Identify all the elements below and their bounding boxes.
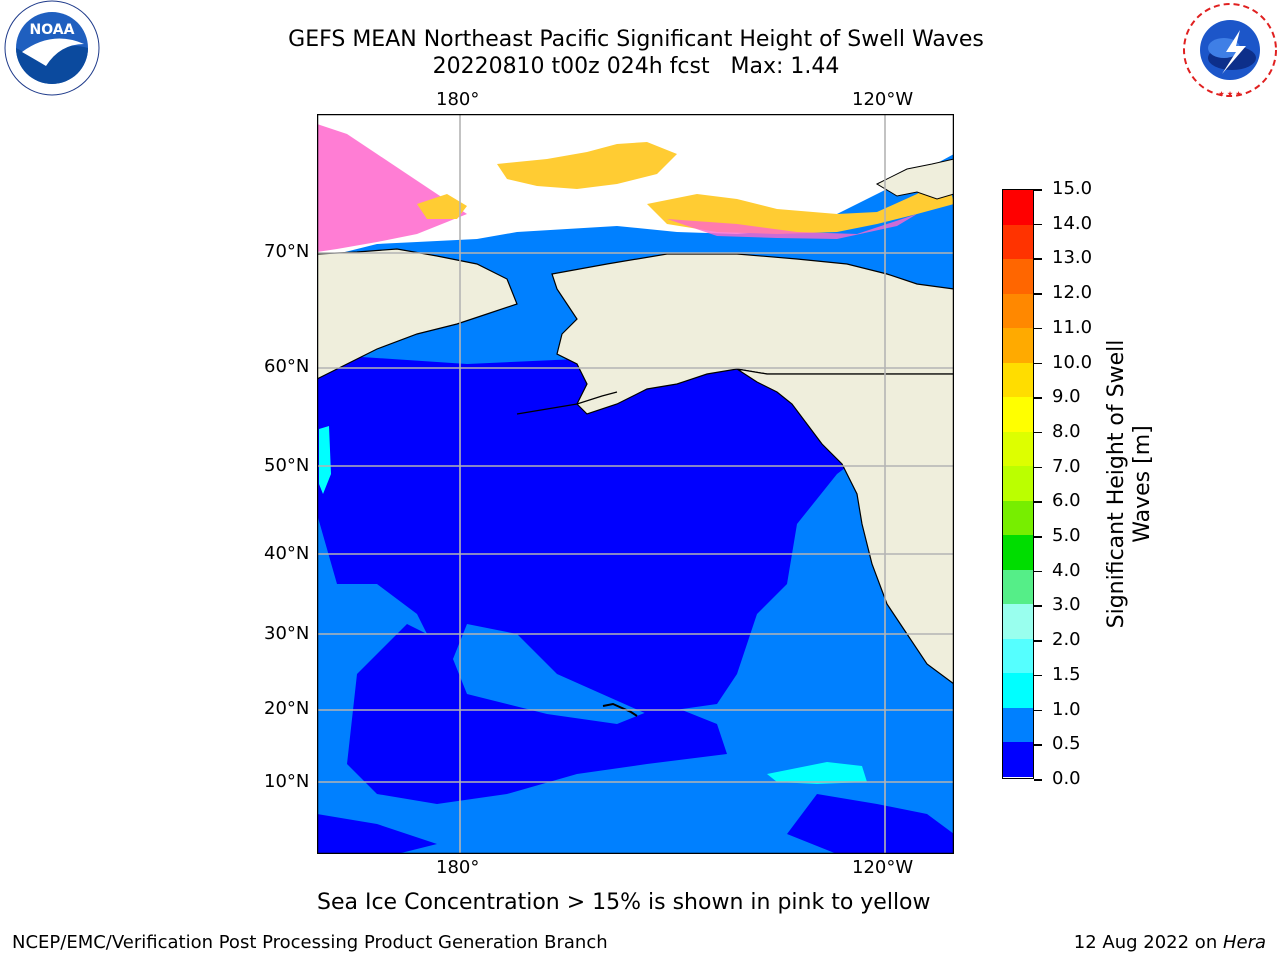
colorbar-tick-label: 6.0 [1052, 490, 1081, 512]
colorbar-tick [1034, 536, 1042, 538]
colorbar-tick-label: 8.0 [1052, 420, 1081, 442]
sea-ice-edge [667, 214, 917, 239]
colorbar-tick [1034, 258, 1042, 260]
colorbar-tick [1034, 397, 1042, 399]
colorbar-tick-label: 1.5 [1052, 663, 1081, 685]
lat-label-20n: 20°N [264, 698, 310, 719]
swell-height-map [316, 113, 955, 855]
colorbar-segment [1003, 707, 1033, 743]
colorbar-tick [1034, 674, 1042, 677]
low-swell-region [347, 624, 727, 804]
colorbar-segment [1003, 328, 1033, 364]
svg-text:NOAA: NOAA [30, 22, 75, 38]
lat-label-40n: 40°N [264, 543, 310, 564]
colorbar-segment [1003, 224, 1033, 260]
colorbar-tick-label: 15.0 [1052, 178, 1093, 199]
lon-label-bottom-120w: 120°W [852, 857, 914, 878]
colorbar-tick-label: 13.0 [1052, 247, 1093, 269]
sea-ice-edge [497, 142, 677, 189]
colorbar-axis-label: Significant Height of Swell Waves [m] [1104, 339, 1155, 629]
colorbar-tick [1034, 327, 1042, 330]
lat-label-50n: 50°N [264, 455, 310, 476]
colorbar-segment [1003, 673, 1033, 709]
low-swell-region [317, 814, 437, 854]
colorbar-tick-label: 10.0 [1052, 351, 1093, 373]
colorbar-tick-label: 14.0 [1052, 212, 1093, 234]
hawaii-islands [602, 702, 638, 717]
graticule [317, 114, 954, 854]
colorbar-tick [1034, 189, 1042, 191]
lon-label-top-120w: 120°W [852, 89, 914, 110]
colorbar-segment [1003, 397, 1033, 433]
colorbar-segment [1003, 362, 1033, 398]
colorbar-tick-label: 2.0 [1052, 629, 1081, 651]
lat-label-60n: 60°N [264, 356, 310, 377]
low-swell-region [317, 344, 877, 714]
colorbar-tick [1034, 466, 1042, 469]
lat-label-70n: 70°N [264, 241, 310, 262]
lon-label-top-180: 180° [436, 89, 480, 110]
footer-date: 12 Aug 2022 on Hera [1074, 932, 1266, 953]
colorbar-tick-label: 1.0 [1052, 698, 1081, 720]
colorbar-tick-label: 3.0 [1052, 594, 1081, 616]
colorbar-tick-label: 4.0 [1052, 559, 1081, 581]
colorbar-segment [1003, 604, 1033, 640]
colorbar-tick-label: 11.0 [1052, 316, 1093, 338]
colorbar-tick [1034, 605, 1042, 607]
nws-logo: ★ ★ ★ [1180, 0, 1280, 100]
lon-label-bottom-180: 180° [436, 857, 480, 878]
land-siberia [317, 248, 518, 380]
colorbar-tick-label: 9.0 [1052, 386, 1081, 408]
colorbar-segment [1003, 535, 1033, 571]
colorbar-segment [1003, 259, 1033, 295]
colorbar-tick-label: 5.0 [1052, 525, 1081, 547]
colorbar-segment [1003, 466, 1033, 502]
sea-ice-edge [317, 124, 467, 252]
colorbar-tick-label: 0.5 [1052, 733, 1081, 755]
sea-ice-edge [647, 174, 954, 234]
colorbar-tick [1034, 223, 1042, 226]
map-canvas [316, 113, 955, 855]
moderate-swell-patch [319, 426, 331, 494]
map-subtitle: 20220810 t00z 024h fcst Max: 1.44 [432, 54, 840, 79]
sea-ice-note: Sea Ice Concentration > 15% is shown in … [317, 890, 931, 915]
colorbar-tick [1034, 501, 1042, 503]
colorbar-tick [1034, 362, 1042, 365]
sea-ice-edge [417, 194, 467, 219]
colorbar-segment [1003, 293, 1033, 329]
colorbar-segment [1003, 431, 1033, 467]
colorbar-segment [1003, 569, 1033, 605]
colorbar-segment [1003, 500, 1033, 536]
colorbar-tick [1034, 431, 1042, 434]
colorbar-segment [1003, 190, 1033, 226]
moderate-swell-patch [767, 762, 867, 784]
lat-label-10n: 10°N [264, 771, 310, 792]
colorbar-tick-label: 7.0 [1052, 455, 1081, 477]
colorbar-segment [1003, 742, 1033, 778]
colorbar-tick [1034, 744, 1042, 746]
land-arctic-islands [875, 158, 954, 200]
footer-date-text: 12 Aug 2022 on [1073, 932, 1223, 953]
aleutian-islands [516, 391, 618, 415]
colorbar-tick-label: 12.0 [1052, 282, 1093, 304]
low-swell-region [787, 794, 954, 854]
svg-text:★ ★ ★: ★ ★ ★ [1218, 90, 1241, 98]
land-north-america [736, 368, 954, 685]
map-title: GEFS MEAN Northeast Pacific Significant … [288, 27, 984, 52]
colorbar-tick-label: 0.0 [1052, 768, 1081, 789]
lat-label-30n: 30°N [264, 623, 310, 644]
colorbar-tick [1034, 640, 1042, 642]
noaa-logo: NOAA [0, 0, 105, 100]
colorbar-tick [1034, 779, 1042, 781]
colorbar-tick [1034, 570, 1042, 573]
footer-branch: NCEP/EMC/Verification Post Processing Pr… [12, 932, 608, 953]
colorbar-tick [1034, 293, 1042, 295]
footer-host: Hera [1222, 932, 1266, 953]
colorbar-segment [1003, 638, 1033, 674]
colorbar [1002, 189, 1034, 779]
colorbar-tick [1034, 709, 1042, 712]
